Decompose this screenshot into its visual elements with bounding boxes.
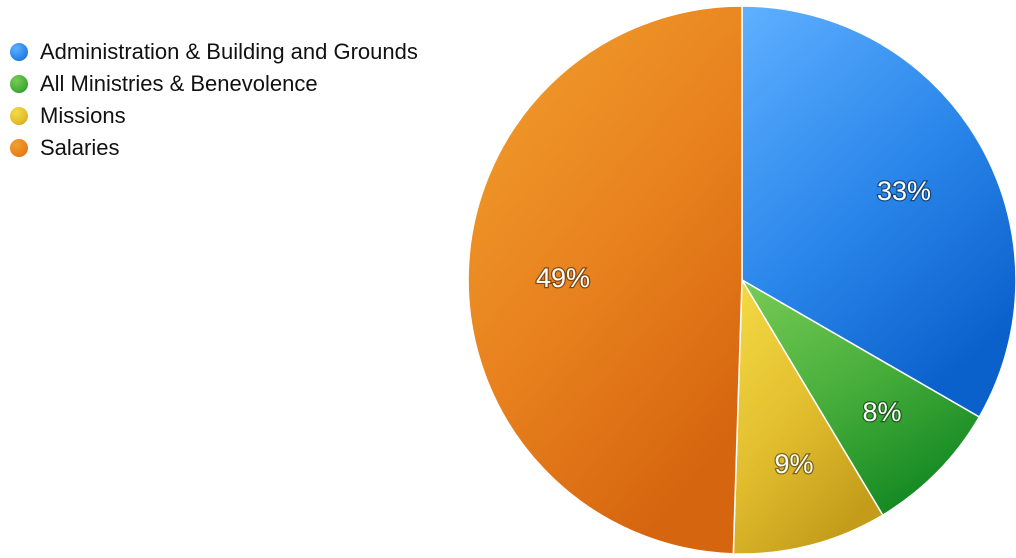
- pie-label-ministries: 8%: [862, 397, 901, 427]
- pie-label-salaries: 49%: [536, 263, 590, 293]
- legend-label-missions: Missions: [40, 103, 126, 128]
- legend-swatch-salaries: [10, 139, 28, 157]
- legend-item-salaries: Salaries: [10, 132, 418, 164]
- legend-swatch-missions: [10, 107, 28, 125]
- legend-swatch-administration: [10, 43, 28, 61]
- legend-item-ministries: All Ministries & Benevolence: [10, 68, 418, 100]
- legend-label-administration: Administration & Building and Grounds: [40, 39, 418, 64]
- pie-slice-labels: 33% 8% 9% 49%: [535, 175, 933, 481]
- legend-item-missions: Missions: [10, 100, 418, 132]
- pie-slice-missions: [732, 279, 884, 555]
- pie-slice-salaries: [467, 5, 743, 555]
- pie-label-missions: 9%: [774, 449, 813, 479]
- pie-slices: [467, 5, 1016, 555]
- pie-slice-ministries: [741, 279, 981, 516]
- pie-label-administration: 33%: [877, 176, 931, 206]
- legend-swatch-ministries: [10, 75, 28, 93]
- legend-item-administration: Administration & Building and Grounds: [10, 36, 418, 68]
- legend-label-ministries: All Ministries & Benevolence: [40, 71, 318, 96]
- chart-legend: Administration & Building and Grounds Al…: [10, 36, 418, 164]
- pie-slice-administration: [741, 5, 1016, 418]
- legend-label-salaries: Salaries: [40, 135, 120, 160]
